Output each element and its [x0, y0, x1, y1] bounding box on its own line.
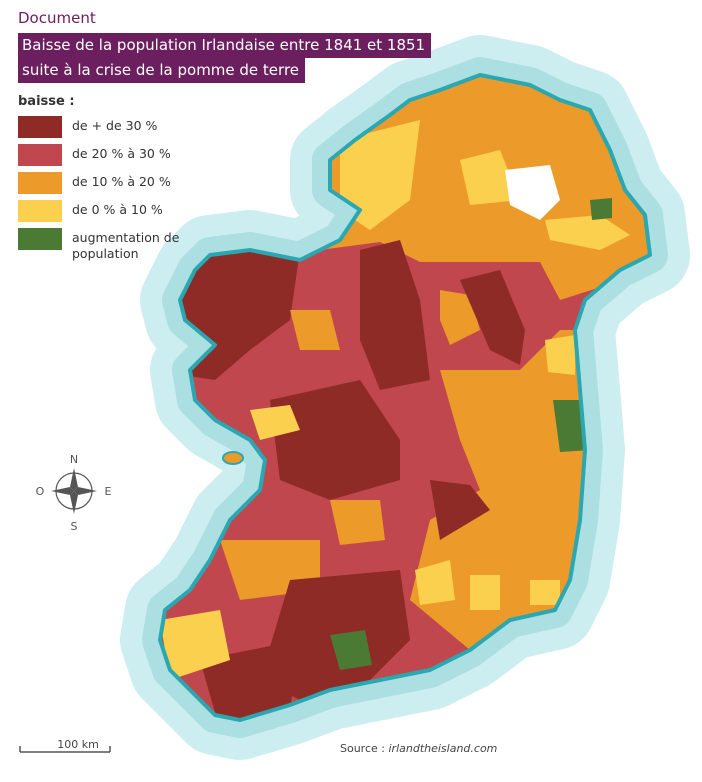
region: [330, 500, 385, 545]
region: [430, 480, 490, 540]
region: [415, 560, 455, 605]
doc-label: Document: [18, 9, 96, 27]
island: [222, 451, 244, 465]
compass-n: N: [70, 453, 78, 466]
legend-swatch: [18, 200, 62, 222]
region: [360, 240, 430, 390]
compass-s: S: [71, 520, 78, 533]
legend-item: augmentation de population: [18, 228, 182, 262]
legend-label: de 10 % à 20 %: [72, 174, 171, 189]
compass-arrow: [74, 487, 97, 495]
region: [460, 270, 525, 365]
region: [545, 215, 630, 250]
region: [270, 380, 400, 500]
legend-swatch: [18, 228, 62, 250]
region: [340, 120, 420, 230]
region: [330, 630, 372, 670]
region: [440, 290, 480, 345]
compass-arrow: [70, 491, 78, 514]
region: [470, 575, 500, 610]
scale-label: 100 km: [57, 738, 99, 751]
region: [545, 335, 575, 375]
compass-arrow: [51, 487, 74, 495]
title-line: Baisse de la population Irlandaise entre…: [18, 33, 432, 58]
region: [290, 310, 340, 350]
compass-o: O: [36, 485, 45, 498]
region: [410, 330, 600, 650]
legend-swatch: [18, 172, 62, 194]
legend-item: de 20 % à 30 %: [18, 144, 182, 166]
source-prefix: Source :: [340, 742, 388, 755]
region: [460, 150, 520, 205]
region: [505, 165, 560, 220]
legend-label: de + de 30 %: [72, 118, 158, 133]
compass-arrow: [70, 468, 78, 491]
legend-swatch: [18, 116, 62, 138]
legend-label: de 20 % à 30 %: [72, 146, 171, 161]
source: Source : irlandtheisland.com: [340, 742, 497, 755]
compass: N S E O: [36, 453, 112, 533]
legend-label: augmentation de population: [72, 230, 180, 261]
legend-item: de 0 % à 10 %: [18, 200, 182, 222]
title-line: suite à la crise de la pomme de terre: [18, 58, 306, 83]
source-site: irlandtheisland.com: [388, 742, 497, 755]
legend-item: de 10 % à 20 %: [18, 172, 182, 194]
legend-label: de 0 % à 10 %: [72, 202, 163, 217]
compass-e: E: [105, 485, 112, 498]
region: [530, 580, 560, 605]
region: [160, 610, 230, 680]
legend-title: baisse :: [18, 94, 75, 109]
region: [250, 405, 300, 440]
regions: [160, 75, 650, 720]
legend-item: de + de 30 %: [18, 116, 182, 138]
region: [590, 198, 612, 220]
legend-swatch: [18, 144, 62, 166]
